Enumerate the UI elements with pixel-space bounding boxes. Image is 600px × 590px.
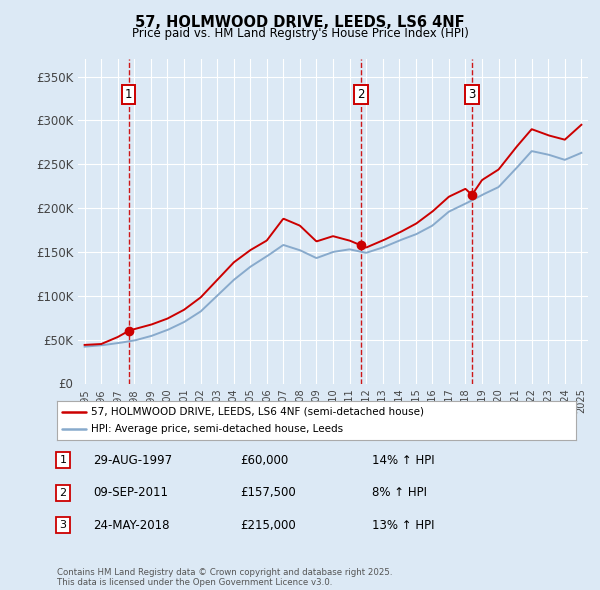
Text: 3: 3 [59,520,67,530]
Text: 14% ↑ HPI: 14% ↑ HPI [372,454,434,467]
Text: £215,000: £215,000 [240,519,296,532]
Text: £60,000: £60,000 [240,454,288,467]
Text: 09-SEP-2011: 09-SEP-2011 [93,486,168,499]
Text: Price paid vs. HM Land Registry's House Price Index (HPI): Price paid vs. HM Land Registry's House … [131,27,469,40]
Text: 8% ↑ HPI: 8% ↑ HPI [372,486,427,499]
Text: 29-AUG-1997: 29-AUG-1997 [93,454,172,467]
Text: 57, HOLMWOOD DRIVE, LEEDS, LS6 4NF: 57, HOLMWOOD DRIVE, LEEDS, LS6 4NF [135,15,465,30]
Text: Contains HM Land Registry data © Crown copyright and database right 2025.
This d: Contains HM Land Registry data © Crown c… [57,568,392,587]
Text: 1: 1 [59,455,67,465]
Text: 57, HOLMWOOD DRIVE, LEEDS, LS6 4NF (semi-detached house): 57, HOLMWOOD DRIVE, LEEDS, LS6 4NF (semi… [91,407,424,417]
Text: £157,500: £157,500 [240,486,296,499]
Text: 13% ↑ HPI: 13% ↑ HPI [372,519,434,532]
Text: 2: 2 [357,87,365,100]
Text: 1: 1 [125,87,133,100]
Text: 24-MAY-2018: 24-MAY-2018 [93,519,170,532]
Text: HPI: Average price, semi-detached house, Leeds: HPI: Average price, semi-detached house,… [91,424,343,434]
Text: 3: 3 [468,87,476,100]
Text: 2: 2 [59,488,67,497]
